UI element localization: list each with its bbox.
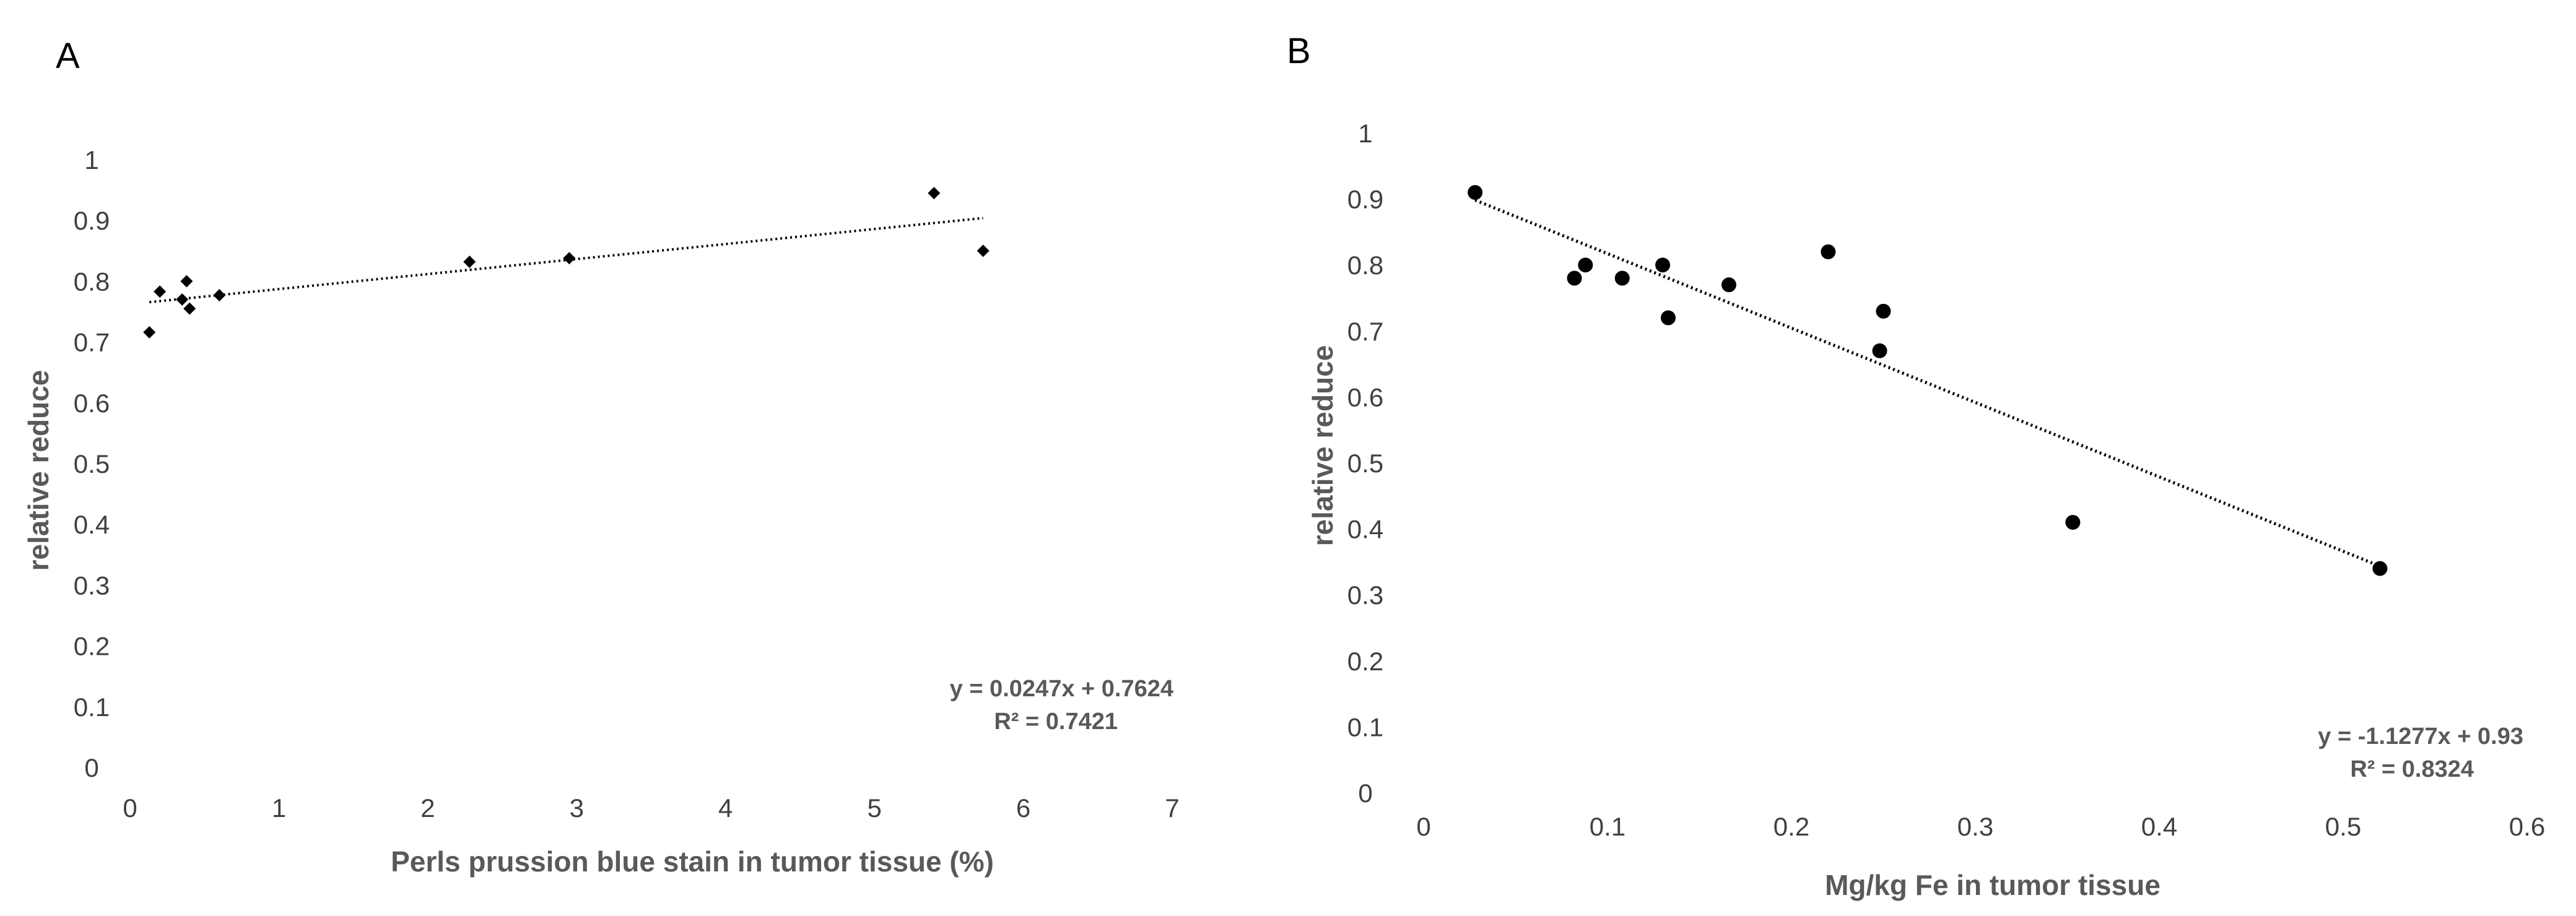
data-point-b bbox=[1567, 270, 1582, 286]
y-tick-label-b: 0.1 bbox=[1347, 712, 1383, 741]
data-point-a bbox=[176, 293, 189, 306]
y-tick-label-b: 0.5 bbox=[1347, 449, 1383, 478]
data-point-a bbox=[563, 252, 576, 265]
data-point-b bbox=[1578, 257, 1593, 273]
x-tick-label-b: 0 bbox=[1416, 812, 1430, 841]
x-tick-label-b: 0.4 bbox=[2141, 812, 2177, 841]
y-tick-label-a: 0.5 bbox=[74, 449, 110, 478]
y-tick-label-a: 0.4 bbox=[74, 510, 110, 539]
y-axis-title-b: relative reduce bbox=[1307, 345, 1339, 547]
y-tick-label-b: 0.2 bbox=[1347, 647, 1383, 676]
y-tick-label-a: 0.3 bbox=[74, 571, 110, 600]
data-point-a bbox=[463, 255, 476, 268]
y-tick-label-b: 0 bbox=[1358, 779, 1372, 808]
x-axis-title-b: Mg/kg Fe in tumor tissue bbox=[1825, 869, 2160, 901]
trendline-a bbox=[149, 217, 983, 304]
y-tick-label-b: 1 bbox=[1358, 119, 1372, 148]
x-tick-label-a: 3 bbox=[570, 793, 584, 823]
data-point-b bbox=[2065, 514, 2081, 530]
data-points-a bbox=[143, 187, 990, 339]
data-point-b bbox=[2372, 561, 2388, 576]
x-tick-label-a: 1 bbox=[272, 793, 286, 823]
x-tick-label-a: 7 bbox=[1165, 793, 1179, 823]
data-point-b bbox=[1721, 277, 1737, 293]
data-point-b bbox=[1614, 270, 1630, 286]
data-point-a bbox=[143, 326, 156, 339]
x-tick-label-a: 5 bbox=[867, 793, 881, 823]
y-tick-label-a: 1 bbox=[84, 145, 98, 175]
x-tick-label-a: 2 bbox=[420, 793, 435, 823]
r-squared-a: R² = 0.7421 bbox=[994, 709, 1118, 735]
trend-equation-a: y = 0.0247x + 0.7624 bbox=[950, 676, 1173, 702]
chart-panel-a: A 0 0.1 0.2 0.3 0.4 0.5 0.6 0.7 0.8 0.9 1 0 1 2 3 4 5 6 7… bbox=[22, 36, 1180, 878]
data-point-a bbox=[154, 285, 167, 298]
y-tick-label-a: 0.8 bbox=[74, 267, 110, 296]
y-tick-label-b: 0.6 bbox=[1347, 382, 1383, 412]
data-point-a bbox=[928, 187, 941, 200]
y-tick-label-a: 0.9 bbox=[74, 206, 110, 235]
x-tick-label-b: 0.6 bbox=[2509, 812, 2545, 841]
data-point-b bbox=[1876, 303, 1891, 319]
y-tick-label-b: 0.4 bbox=[1347, 515, 1383, 544]
y-tick-label-a: 0.6 bbox=[74, 389, 110, 418]
panel-label-b: B bbox=[1287, 31, 1311, 71]
data-point-a bbox=[180, 275, 193, 288]
x-tick-label-b: 0.5 bbox=[2325, 812, 2361, 841]
data-point-b bbox=[1468, 184, 1483, 200]
x-tick-label-a: 6 bbox=[1016, 793, 1030, 823]
y-tick-labels-b: 0 0.1 0.2 0.3 0.4 0.5 0.6 0.7 0.8 0.9 1 bbox=[1347, 119, 1383, 808]
x-tick-label-b: 0.3 bbox=[1957, 812, 1993, 841]
y-tick-label-a: 0.7 bbox=[74, 328, 110, 357]
data-point-b bbox=[1655, 257, 1671, 273]
y-tick-label-b: 0.9 bbox=[1347, 185, 1383, 214]
y-tick-label-a: 0 bbox=[84, 753, 98, 782]
panel-label-a: A bbox=[56, 36, 80, 76]
chart-panel-b: B 00.10.20.30.40.50.60.70.80.91 0 0.1 0.2 0… bbox=[1287, 31, 2545, 901]
x-tick-label-b: 0.2 bbox=[1773, 812, 1809, 841]
x-tick-labels-b: 0 0.1 0.2 0.3 0.4 0.5 0.6 bbox=[1416, 812, 2545, 841]
data-points-b bbox=[1468, 184, 2388, 576]
data-point-b bbox=[1821, 244, 1836, 259]
y-axis-title-a: relative reduce bbox=[22, 370, 54, 571]
trend-equation-b: y = -1.1277x + 0.93 bbox=[2318, 724, 2523, 750]
x-tick-label-a: 4 bbox=[718, 793, 733, 823]
y-tick-labels-a: 0 0.1 0.2 0.3 0.4 0.5 0.6 0.7 0.8 0.9 1 bbox=[74, 145, 110, 782]
trendline-b bbox=[1474, 198, 2381, 568]
x-tick-label-a: 0 bbox=[123, 793, 137, 823]
data-point-a bbox=[977, 244, 990, 257]
data-point-a bbox=[183, 302, 196, 315]
y-tick-label-a: 0.1 bbox=[74, 693, 110, 722]
y-tick-label-a: 0.2 bbox=[74, 632, 110, 661]
data-point-a bbox=[213, 288, 226, 301]
x-tick-label-b: 0.1 bbox=[1590, 812, 1625, 841]
x-tick-labels-a: 0 1 2 3 4 5 6 7 bbox=[123, 793, 1179, 823]
y-tick-label-b: 0.3 bbox=[1347, 581, 1383, 610]
data-point-b bbox=[1661, 310, 1676, 326]
data-point-b bbox=[1872, 343, 1887, 358]
x-axis-title-a: Perls prussion blue stain in tumor tissu… bbox=[391, 845, 994, 878]
y-tick-label-b: 0.8 bbox=[1347, 251, 1383, 280]
y-tick-label-b: 0.7 bbox=[1347, 317, 1383, 346]
r-squared-b: R² = 0.8324 bbox=[2350, 756, 2474, 782]
